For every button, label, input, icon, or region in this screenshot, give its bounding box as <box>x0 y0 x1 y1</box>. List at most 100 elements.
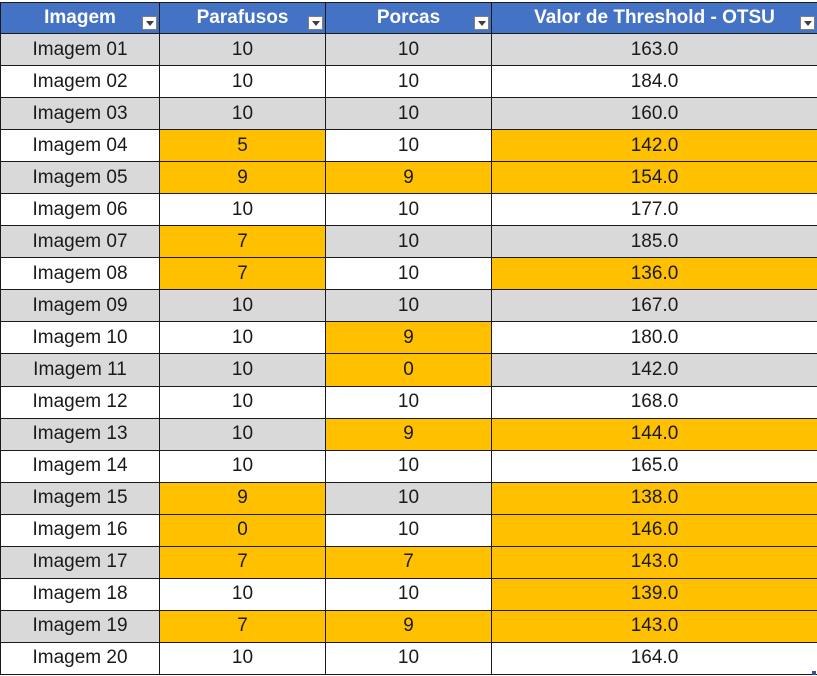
imagem-cell[interactable]: Imagem 14 <box>0 449 160 483</box>
parafusos-cell[interactable]: 10 <box>159 193 326 227</box>
header-imagem[interactable]: Imagem <box>0 2 160 34</box>
threshold-cell[interactable]: 160.0 <box>491 97 817 131</box>
table-row: Imagem 18 10 10 139.0 <box>0 577 817 611</box>
porcas-cell[interactable]: 9 <box>325 609 492 643</box>
porcas-cell[interactable]: 10 <box>325 257 492 291</box>
porcas-cell[interactable]: 10 <box>325 32 492 67</box>
imagem-cell[interactable]: Imagem 10 <box>0 321 160 355</box>
parafusos-cell[interactable]: 7 <box>159 257 326 291</box>
table-row: Imagem 01 10 10 163.0 <box>0 32 817 67</box>
threshold-cell[interactable]: 185.0 <box>491 225 817 259</box>
imagem-cell[interactable]: Imagem 17 <box>0 545 160 579</box>
porcas-cell[interactable]: 10 <box>325 449 492 483</box>
parafusos-cell[interactable]: 10 <box>159 289 326 323</box>
imagem-cell[interactable]: Imagem 16 <box>0 513 160 547</box>
threshold-cell[interactable]: 184.0 <box>491 65 817 99</box>
threshold-cell[interactable]: 136.0 <box>491 257 817 291</box>
header-threshold[interactable]: Valor de Threshold - OTSU <box>491 2 817 34</box>
table-row: Imagem 15 9 10 138.0 <box>0 481 817 515</box>
header-parafusos[interactable]: Parafusos <box>159 2 326 34</box>
table-row: Imagem 14 10 10 165.0 <box>0 449 817 483</box>
table-row: Imagem 20 10 10 164.0 <box>0 641 817 676</box>
threshold-cell[interactable]: 164.0 <box>491 641 817 676</box>
porcas-cell[interactable]: 0 <box>325 353 492 387</box>
threshold-cell[interactable]: 146.0 <box>491 513 817 547</box>
parafusos-cell[interactable]: 10 <box>159 449 326 483</box>
porcas-cell[interactable]: 9 <box>325 161 492 195</box>
parafusos-cell[interactable]: 10 <box>159 385 326 419</box>
imagem-cell[interactable]: Imagem 13 <box>0 417 160 451</box>
header-label: Porcas <box>376 7 441 28</box>
porcas-cell[interactable]: 9 <box>325 321 492 355</box>
porcas-cell[interactable]: 10 <box>325 577 492 611</box>
parafusos-cell[interactable]: 9 <box>159 481 326 515</box>
header-label: Valor de Threshold - OTSU <box>534 7 775 28</box>
porcas-cell[interactable]: 10 <box>325 225 492 259</box>
threshold-cell[interactable]: 177.0 <box>491 193 817 227</box>
imagem-cell[interactable]: Imagem 12 <box>0 385 160 419</box>
porcas-cell[interactable]: 10 <box>325 481 492 515</box>
parafusos-cell[interactable]: 10 <box>159 65 326 99</box>
imagem-cell[interactable]: Imagem 19 <box>0 609 160 643</box>
imagem-cell[interactable]: Imagem 09 <box>0 289 160 323</box>
threshold-cell[interactable]: 180.0 <box>491 321 817 355</box>
parafusos-cell[interactable]: 5 <box>159 129 326 163</box>
parafusos-cell[interactable]: 10 <box>159 353 326 387</box>
threshold-cell[interactable]: 165.0 <box>491 449 817 483</box>
table-resize-handle-icon[interactable] <box>812 671 816 675</box>
threshold-cell[interactable]: 138.0 <box>491 481 817 515</box>
porcas-cell[interactable]: 10 <box>325 97 492 131</box>
porcas-cell[interactable]: 10 <box>325 641 492 676</box>
imagem-cell[interactable]: Imagem 01 <box>0 32 160 67</box>
imagem-cell[interactable]: Imagem 03 <box>0 97 160 131</box>
porcas-cell[interactable]: 10 <box>325 513 492 547</box>
parafusos-cell[interactable]: 10 <box>159 32 326 67</box>
imagem-cell[interactable]: Imagem 08 <box>0 257 160 291</box>
parafusos-cell[interactable]: 10 <box>159 97 326 131</box>
parafusos-cell[interactable]: 7 <box>159 609 326 643</box>
imagem-cell[interactable]: Imagem 05 <box>0 161 160 195</box>
threshold-cell[interactable]: 163.0 <box>491 32 817 67</box>
imagem-cell[interactable]: Imagem 02 <box>0 65 160 99</box>
porcas-cell[interactable]: 10 <box>325 65 492 99</box>
imagem-cell[interactable]: Imagem 15 <box>0 481 160 515</box>
porcas-cell[interactable]: 9 <box>325 417 492 451</box>
threshold-cell[interactable]: 143.0 <box>491 609 817 643</box>
parafusos-cell[interactable]: 0 <box>159 513 326 547</box>
filter-dropdown-icon[interactable] <box>142 16 157 30</box>
filter-dropdown-icon[interactable] <box>308 16 323 30</box>
threshold-cell[interactable]: 139.0 <box>491 577 817 611</box>
threshold-cell[interactable]: 142.0 <box>491 353 817 387</box>
parafusos-cell[interactable]: 10 <box>159 417 326 451</box>
filter-dropdown-icon[interactable] <box>474 16 489 30</box>
porcas-cell[interactable]: 10 <box>325 385 492 419</box>
porcas-cell[interactable]: 7 <box>325 545 492 579</box>
imagem-cell[interactable]: Imagem 04 <box>0 129 160 163</box>
parafusos-cell[interactable]: 10 <box>159 641 326 676</box>
threshold-cell[interactable]: 154.0 <box>491 161 817 195</box>
imagem-cell[interactable]: Imagem 11 <box>0 353 160 387</box>
imagem-cell[interactable]: Imagem 20 <box>0 641 160 676</box>
table-body: Imagem 01 10 10 163.0 Imagem 02 10 10 184.0 Imag… <box>0 32 817 676</box>
parafusos-cell[interactable]: 9 <box>159 161 326 195</box>
parafusos-cell[interactable]: 10 <box>159 321 326 355</box>
parafusos-cell[interactable]: 7 <box>159 225 326 259</box>
imagem-cell[interactable]: Imagem 06 <box>0 193 160 227</box>
threshold-cell[interactable]: 142.0 <box>491 129 817 163</box>
table-row: Imagem 17 7 7 143.0 <box>0 545 817 579</box>
filter-dropdown-icon[interactable] <box>800 16 815 30</box>
threshold-cell[interactable]: 144.0 <box>491 417 817 451</box>
parafusos-cell[interactable]: 7 <box>159 545 326 579</box>
threshold-cell[interactable]: 168.0 <box>491 385 817 419</box>
porcas-cell[interactable]: 10 <box>325 193 492 227</box>
header-porcas[interactable]: Porcas <box>325 2 492 34</box>
imagem-cell[interactable]: Imagem 18 <box>0 577 160 611</box>
porcas-cell[interactable]: 10 <box>325 129 492 163</box>
porcas-cell[interactable]: 10 <box>325 289 492 323</box>
table-row: Imagem 08 7 10 136.0 <box>0 257 817 291</box>
imagem-cell[interactable]: Imagem 07 <box>0 225 160 259</box>
table-row: Imagem 05 9 9 154.0 <box>0 161 817 195</box>
parafusos-cell[interactable]: 10 <box>159 577 326 611</box>
threshold-cell[interactable]: 143.0 <box>491 545 817 579</box>
threshold-cell[interactable]: 167.0 <box>491 289 817 323</box>
